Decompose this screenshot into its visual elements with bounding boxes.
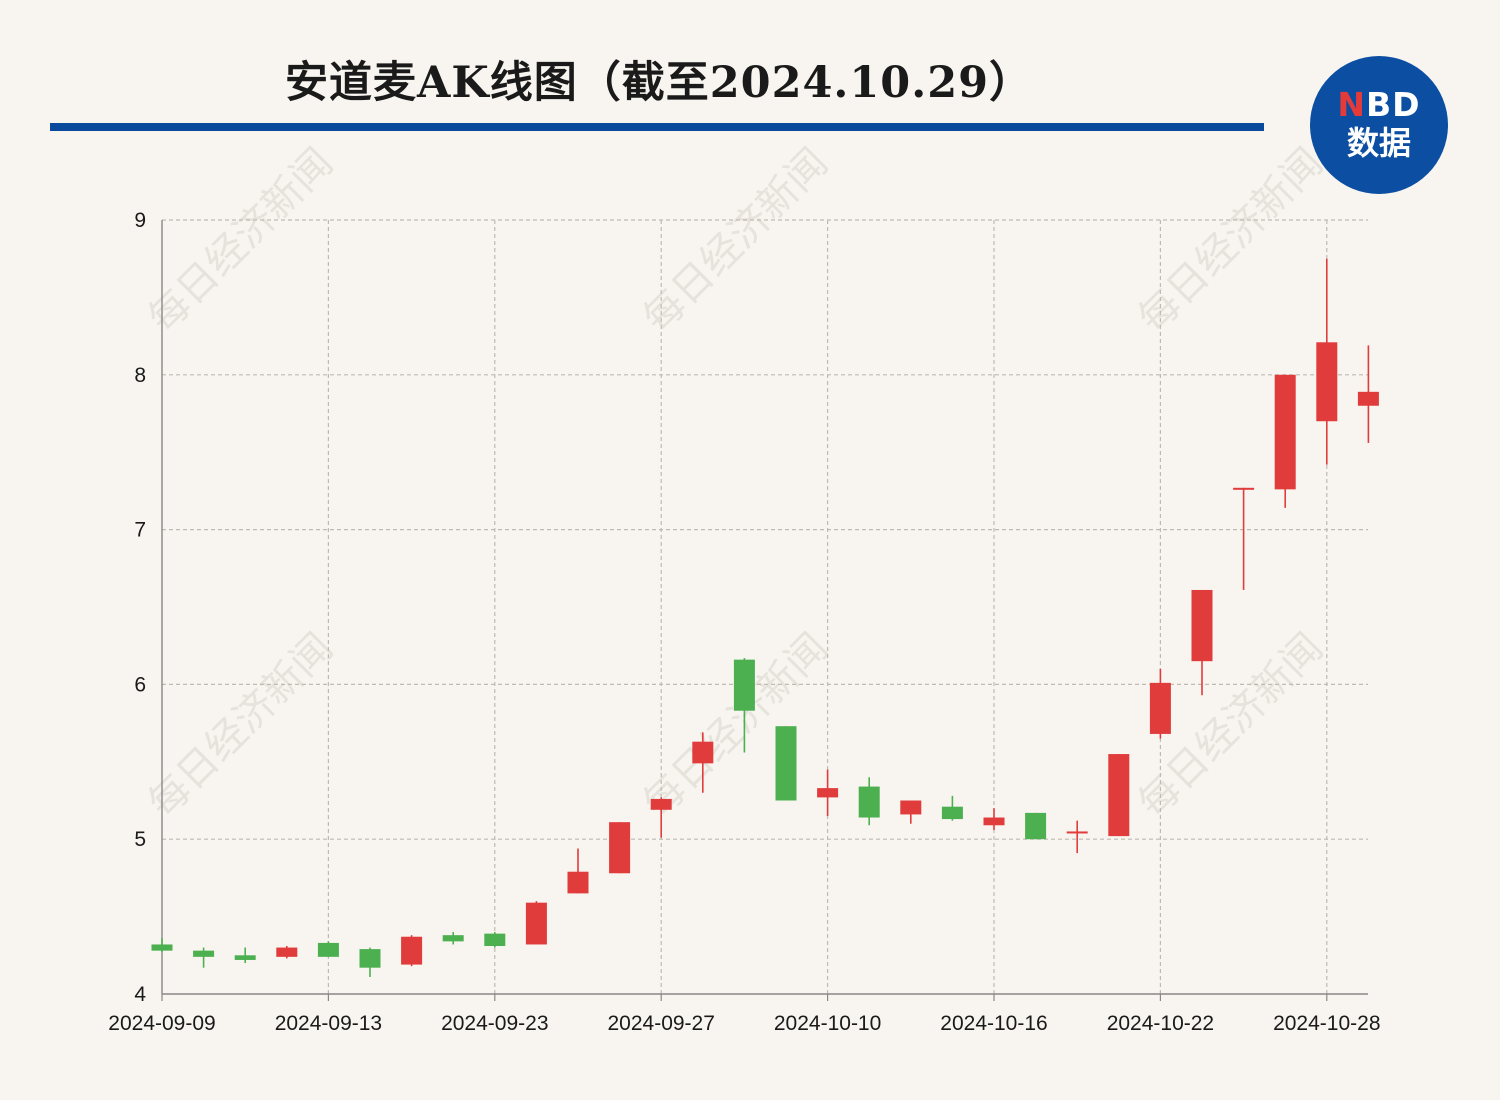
candle xyxy=(941,795,963,821)
candle-body xyxy=(817,788,839,798)
candle-body xyxy=(276,947,298,957)
logo-accent-letter: N xyxy=(1337,85,1367,124)
candle xyxy=(359,947,381,977)
candle xyxy=(1108,754,1130,837)
candle-body xyxy=(1025,812,1047,840)
candle-body xyxy=(193,950,215,957)
x-tick-label: 2024-09-09 xyxy=(108,1012,215,1035)
candle-body xyxy=(1149,682,1171,734)
y-tick-label: 6 xyxy=(134,673,146,696)
candle xyxy=(983,808,1005,830)
candle xyxy=(858,777,880,826)
candle-body xyxy=(941,806,963,820)
candle-body xyxy=(858,786,880,818)
candle xyxy=(234,947,256,964)
candle-body xyxy=(1066,831,1088,834)
y-tick-label: 4 xyxy=(134,983,146,1006)
candle xyxy=(1357,345,1379,443)
candle-body xyxy=(525,902,547,945)
candle-body xyxy=(775,726,797,801)
candle xyxy=(609,822,631,874)
candle-body xyxy=(567,871,589,894)
y-tick-label: 9 xyxy=(134,209,146,232)
candle-body xyxy=(359,949,381,968)
title-underline xyxy=(50,123,1264,131)
y-tick-label: 5 xyxy=(134,828,146,851)
candle xyxy=(1274,374,1296,508)
candle xyxy=(733,658,755,753)
candle-body xyxy=(317,942,339,957)
candle xyxy=(1316,258,1338,465)
x-tick-label: 2024-10-22 xyxy=(1107,1012,1214,1035)
candle xyxy=(1066,820,1088,854)
candle-body xyxy=(983,817,1005,826)
candle xyxy=(317,941,339,957)
nbd-logo: NBD 数据 xyxy=(1310,56,1448,194)
logo-rest-letters: BD xyxy=(1366,85,1421,124)
candle xyxy=(1191,589,1213,696)
candle xyxy=(151,938,173,953)
candle xyxy=(1233,487,1255,590)
candles-layer xyxy=(151,258,1379,977)
candle xyxy=(817,769,839,816)
candle-body xyxy=(1233,487,1255,490)
logo-nbd-text: NBD xyxy=(1337,87,1420,123)
candle-body xyxy=(442,935,464,942)
candle xyxy=(193,947,215,968)
x-tick-label: 2024-09-23 xyxy=(441,1012,548,1035)
candle-body xyxy=(234,955,256,960)
watermark-text: 每日经济新闻 xyxy=(635,625,837,827)
grid-layer xyxy=(162,219,1368,994)
candle xyxy=(775,726,797,801)
candle xyxy=(692,732,714,793)
x-tick-label: 2024-09-27 xyxy=(607,1012,714,1035)
candle xyxy=(650,797,672,838)
candle xyxy=(401,935,423,967)
y-tick-label: 8 xyxy=(134,364,146,387)
candle-body xyxy=(692,741,714,764)
x-tick-label: 2024-10-28 xyxy=(1273,1012,1380,1035)
candle-body xyxy=(484,933,506,947)
candle-body xyxy=(1191,589,1213,662)
candle xyxy=(276,946,298,959)
candle xyxy=(525,901,547,945)
candle-body xyxy=(1274,374,1296,490)
candle-body xyxy=(900,800,922,815)
watermark-text: 每日经济新闻 xyxy=(635,140,837,342)
candle xyxy=(1025,812,1047,840)
y-tick-label: 7 xyxy=(134,519,146,542)
x-tick-label: 2024-09-13 xyxy=(275,1012,382,1035)
x-tick-label: 2024-10-16 xyxy=(940,1012,1047,1035)
x-tick-label: 2024-10-10 xyxy=(774,1012,881,1035)
candle-body xyxy=(733,659,755,711)
axes-layer: 4 5 6 7 8 9 2024-09-09 2024-09-13 2024-09-23 2024… xyxy=(108,209,1380,1035)
candle-body xyxy=(151,944,173,951)
candle xyxy=(484,932,506,948)
candle-body xyxy=(1108,754,1130,837)
candle-body xyxy=(650,798,672,810)
candle-body xyxy=(609,822,631,874)
watermark-text: 每日经济新闻 xyxy=(140,625,342,827)
logo-data-text: 数据 xyxy=(1346,124,1411,162)
candle-body xyxy=(1357,391,1379,406)
chart-title: 安道麦AK线图（截至2024.10.29） xyxy=(285,58,1034,108)
candle xyxy=(442,932,464,945)
watermark-text: 每日经济新闻 xyxy=(140,140,342,342)
candle-body xyxy=(401,936,423,965)
candle-body xyxy=(1316,342,1338,422)
candle xyxy=(1149,668,1171,739)
candle xyxy=(567,848,589,894)
candle xyxy=(900,800,922,824)
